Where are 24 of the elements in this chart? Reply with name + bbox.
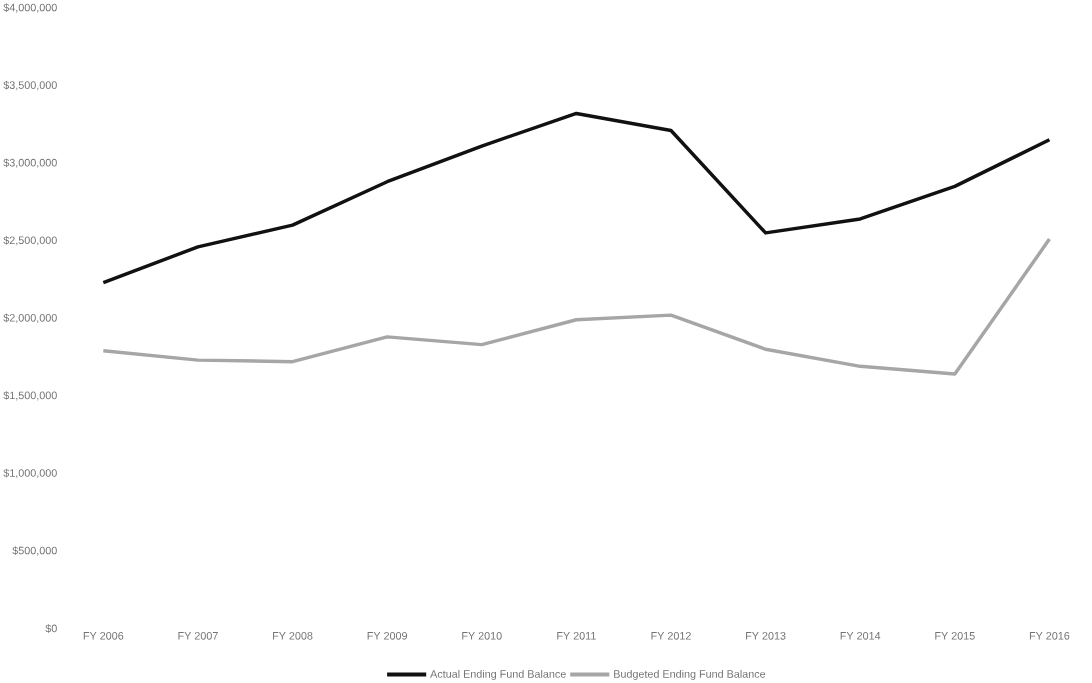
legend-label: Actual Ending Fund Balance bbox=[430, 669, 566, 680]
y-tick-label: $4,000,000 bbox=[3, 3, 57, 13]
y-tick-label: $2,000,000 bbox=[3, 313, 57, 323]
x-tick-label: FY 2012 bbox=[651, 631, 691, 640]
line-series bbox=[101, 111, 1052, 285]
y-tick-label: $1,000,000 bbox=[3, 468, 57, 479]
y-tick-label: $2,500,000 bbox=[3, 235, 57, 246]
x-tick-label: FY 2011 bbox=[557, 631, 596, 640]
x-tick-label: FY 2016 bbox=[1029, 631, 1070, 640]
x-tick-label: FY 2014 bbox=[840, 631, 881, 640]
x-tick-label: FY 2013 bbox=[746, 631, 786, 640]
y-tick-label: $0 bbox=[45, 624, 57, 633]
x-tick-label: FY 2008 bbox=[273, 631, 313, 640]
line-series bbox=[101, 237, 1052, 376]
y-tick-label: $3,500,000 bbox=[3, 80, 57, 91]
x-tick-label: FY 2007 bbox=[178, 631, 218, 640]
y-tick-label: $3,000,000 bbox=[3, 158, 57, 168]
y-tick-label: $500,000 bbox=[12, 546, 57, 556]
x-tick-label: FY 2015 bbox=[935, 631, 975, 640]
x-tick-label: FY 2010 bbox=[462, 631, 502, 640]
x-tick-label: FY 2009 bbox=[367, 631, 408, 640]
y-tick-label: $1,500,000 bbox=[3, 391, 57, 401]
x-tick-label: FY 2006 bbox=[83, 631, 124, 640]
legend-label: Budgeted Ending Fund Balance bbox=[614, 669, 766, 680]
